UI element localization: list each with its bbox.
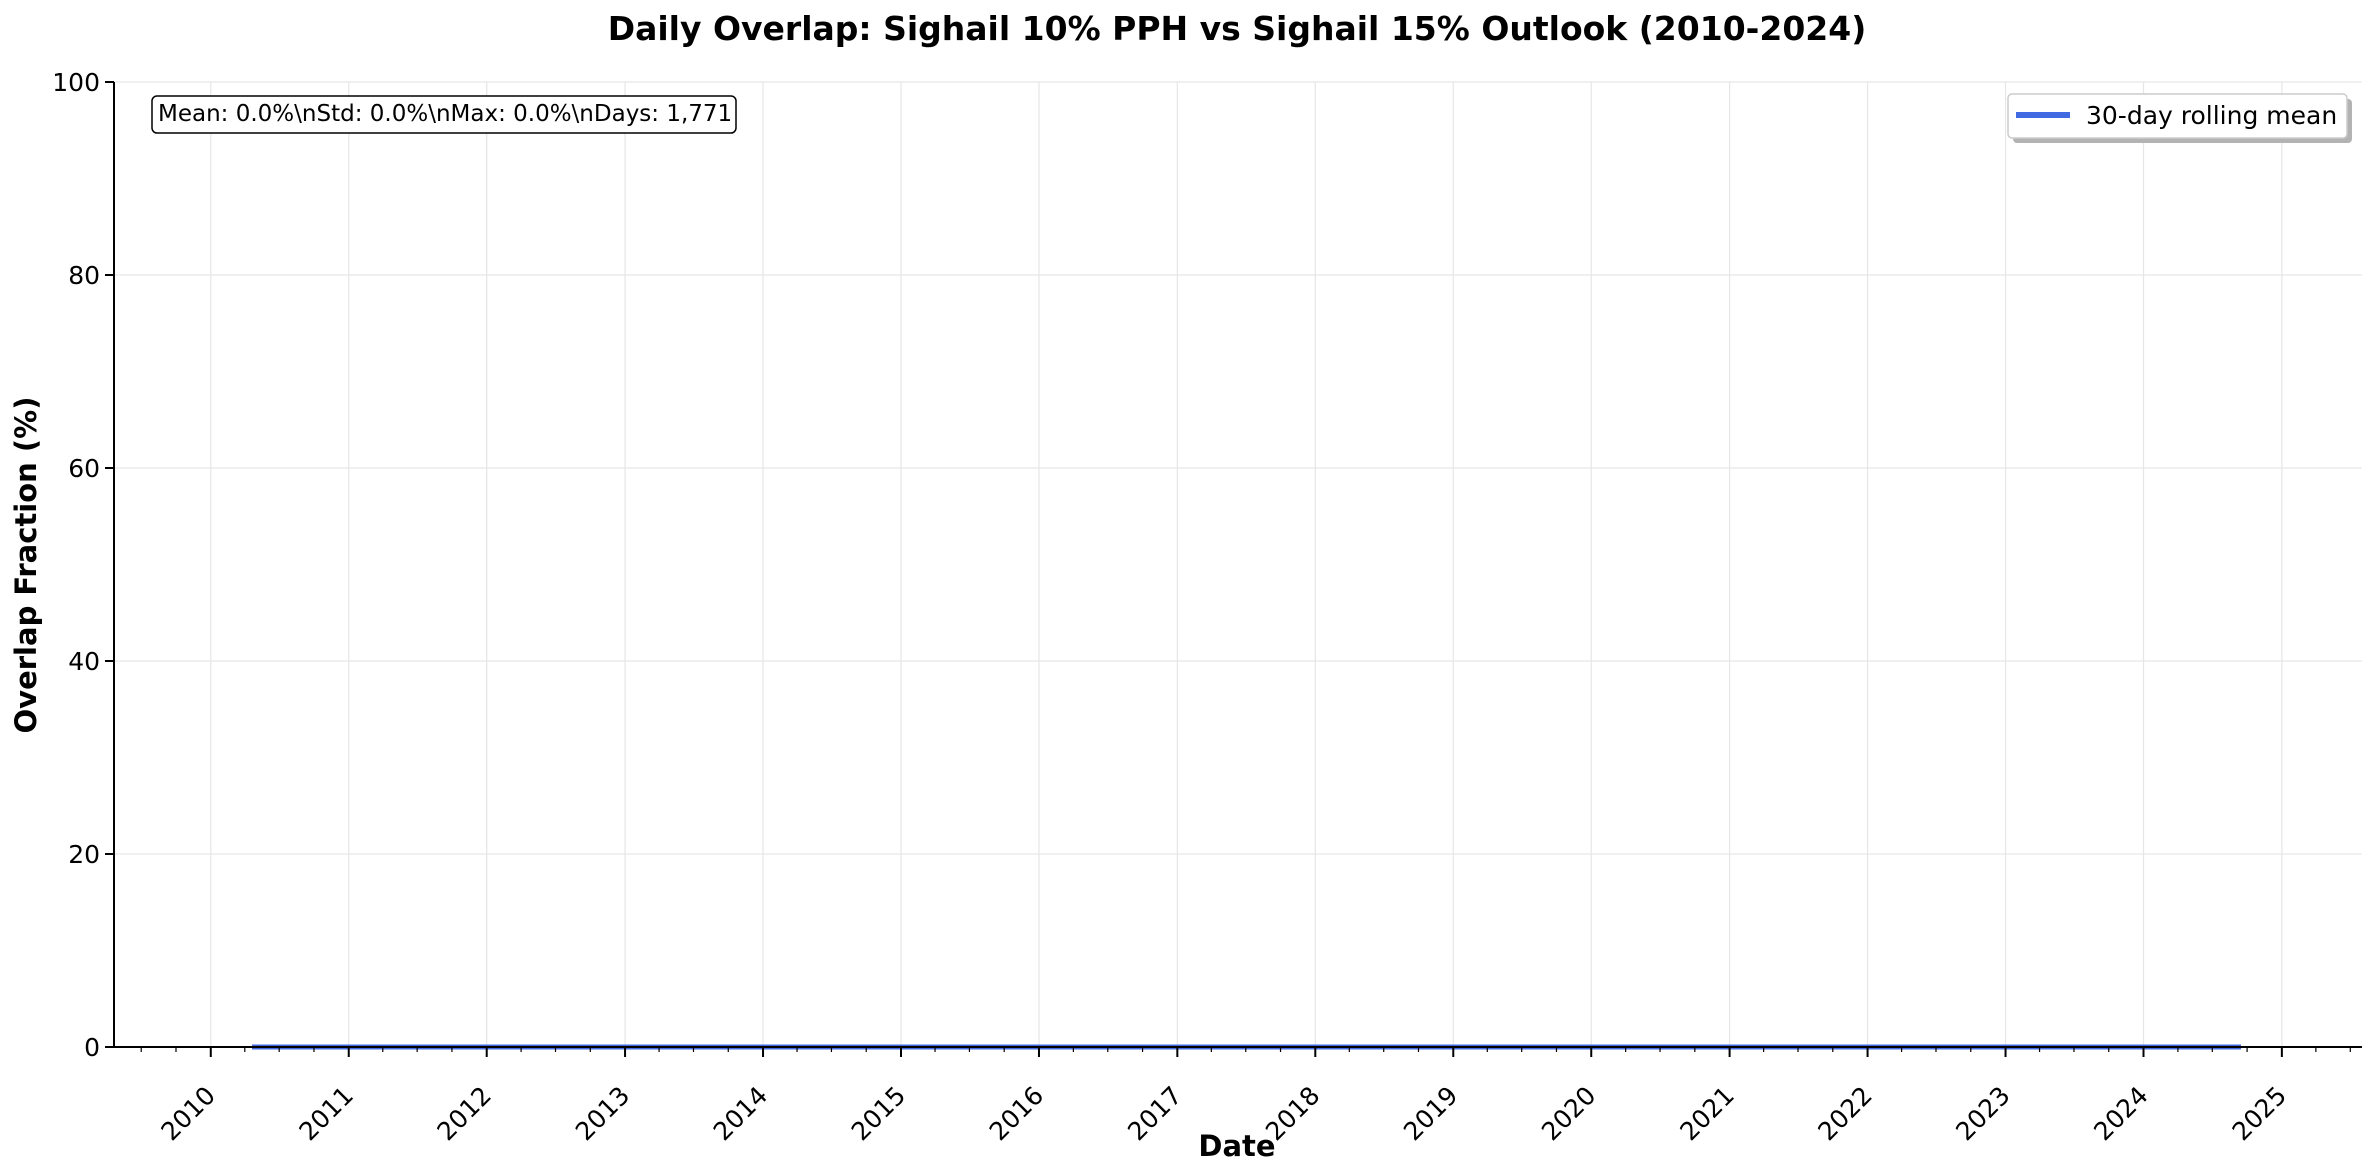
stats-box-frame — [151, 95, 737, 134]
y-tick-label: 60 — [68, 454, 100, 483]
axes — [113, 82, 2362, 1048]
x-tick-label: 2025 — [2227, 1081, 2292, 1146]
x-tick-label: 2010 — [156, 1081, 221, 1146]
x-tick-label: 2024 — [2088, 1081, 2153, 1146]
x-tick-label: 2015 — [846, 1081, 911, 1146]
grid — [114, 81, 2362, 1048]
x-tick-label: 2022 — [1812, 1081, 1877, 1146]
y-tick-label: 40 — [68, 647, 100, 676]
x-tick-label: 2012 — [431, 1081, 496, 1146]
y-tick-label: 80 — [68, 261, 100, 290]
y-tick-label: 0 — [84, 1033, 100, 1062]
x-axis-label: Date — [1198, 1129, 1275, 1163]
stats-box-text: Mean: 0.0%\nStd: 0.0%\nMax: 0.0%\nDays: … — [158, 101, 732, 127]
y-ticks: 0 20 40 60 80 100 — [52, 68, 114, 1062]
x-tick-label: 2019 — [1398, 1081, 1463, 1146]
stats-box: Mean: 0.0%\nStd: 0.0%\nMax: 0.0%\nDays: … — [151, 95, 737, 134]
x-tick-label: 2021 — [1674, 1081, 1739, 1146]
y-tick-label: 100 — [52, 68, 100, 97]
legend: 30-day rolling mean — [2007, 93, 2352, 143]
x-tick-label: 2013 — [570, 1081, 635, 1146]
legend-label: 30-day rolling mean — [2086, 101, 2337, 130]
chart-title: Daily Overlap: Sighail 10% PPH vs Sighai… — [608, 9, 1867, 48]
y-tick-label: 20 — [68, 840, 100, 869]
y-axis-label: Overlap Fraction (%) — [9, 397, 43, 734]
x-tick-label: 2011 — [293, 1081, 358, 1146]
x-tick-label: 2016 — [984, 1081, 1049, 1146]
x-tick-label: 2020 — [1536, 1081, 1601, 1146]
legend-frame — [2007, 93, 2348, 139]
x-tick-label: 2014 — [708, 1081, 773, 1146]
x-tick-label: 2023 — [1950, 1081, 2015, 1146]
x-tick-label: 2017 — [1122, 1081, 1187, 1146]
